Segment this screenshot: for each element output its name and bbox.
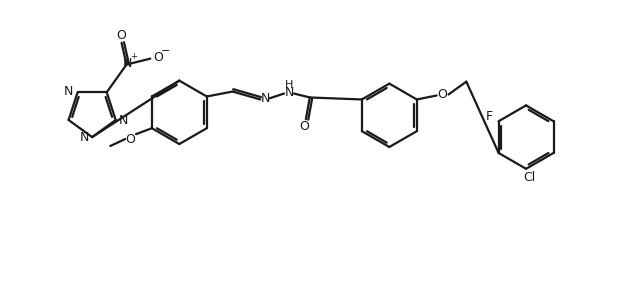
Text: O: O: [438, 88, 447, 101]
Text: H: H: [285, 80, 293, 90]
Text: N: N: [123, 57, 132, 70]
Text: N: N: [79, 131, 89, 144]
Text: −: −: [161, 46, 170, 56]
Text: O: O: [299, 120, 309, 133]
Text: N: N: [119, 114, 128, 127]
Text: N: N: [64, 85, 74, 98]
Text: +: +: [130, 52, 137, 61]
Text: Cl: Cl: [523, 171, 535, 184]
Text: O: O: [154, 51, 163, 64]
Text: N: N: [284, 86, 294, 99]
Text: N: N: [260, 92, 270, 105]
Text: O: O: [116, 29, 127, 42]
Text: O: O: [125, 132, 135, 146]
Text: F: F: [486, 110, 493, 123]
